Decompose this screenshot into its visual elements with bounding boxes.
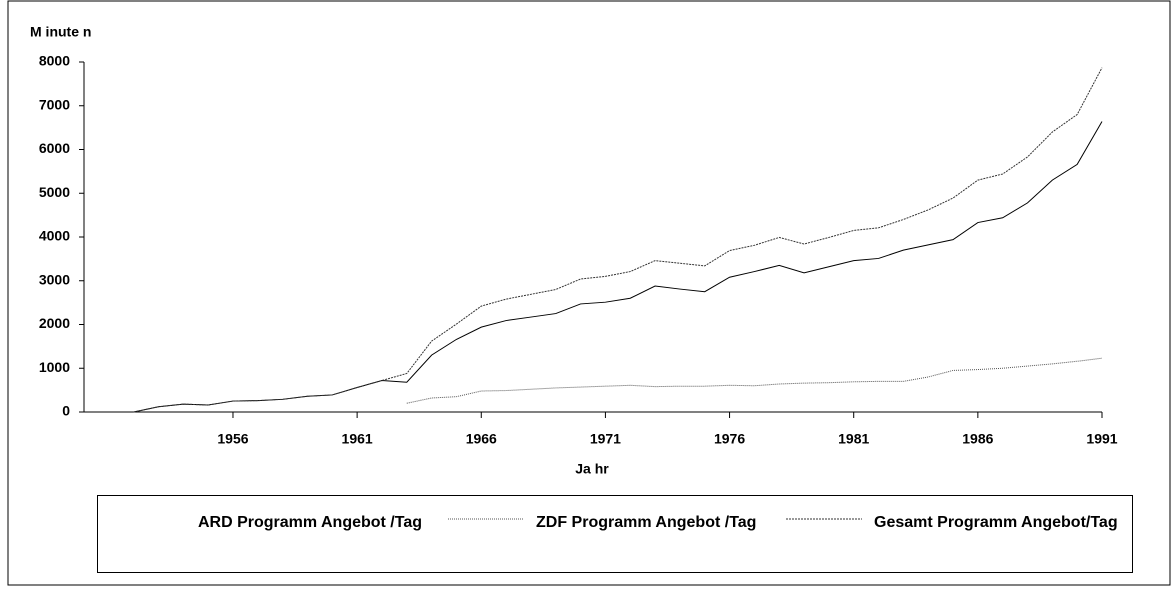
y-tick-label: 7000 [39, 96, 70, 112]
y-tick-label: 4000 [39, 228, 70, 244]
legend-entry: ARD Programm Angebot /Tag [110, 513, 448, 533]
y-tick-label: 8000 [39, 53, 70, 69]
legend-label: ZDF Programm Angebot /Tag [536, 514, 757, 531]
x-tick-label: 1986 [962, 431, 993, 447]
frame [7, 0, 1171, 586]
legend-swatch [786, 518, 862, 520]
x-tick-label: 1971 [590, 431, 621, 447]
legend: ARD Programm Angebot /Tag ZDF Programm An… [97, 495, 1133, 573]
y-tick-label: 5000 [39, 184, 70, 200]
x-tick-label: 1956 [217, 431, 248, 447]
y-tick-label: 0 [62, 403, 70, 419]
x-axis-label: Ja hr [575, 461, 609, 477]
y-tick-label: 1000 [39, 359, 70, 375]
series-line [133, 121, 1103, 413]
legend-entry: Gesamt Programm Angebot/Tag [786, 513, 1124, 533]
y-axis-label: M inute n [30, 24, 91, 40]
series-line [133, 67, 1103, 413]
legend-swatch [448, 518, 524, 520]
x-tick-label: 1966 [466, 431, 497, 447]
legend-label: Gesamt Programm Angebot/Tag [874, 514, 1118, 531]
y-tick-label: 2000 [39, 315, 70, 331]
legend-swatch [110, 518, 186, 520]
legend-entry: ZDF Programm Angebot /Tag [448, 513, 786, 533]
legend-label: ARD Programm Angebot /Tag [198, 514, 423, 531]
y-tick-label: 3000 [39, 271, 70, 287]
y-tick-label: 6000 [39, 140, 70, 156]
x-tick-label: 1981 [838, 431, 869, 447]
series-line [406, 357, 1103, 404]
x-tick-label: 1961 [342, 431, 373, 447]
x-tick-label: 1976 [714, 431, 745, 447]
x-tick-label: 1991 [1086, 431, 1117, 447]
